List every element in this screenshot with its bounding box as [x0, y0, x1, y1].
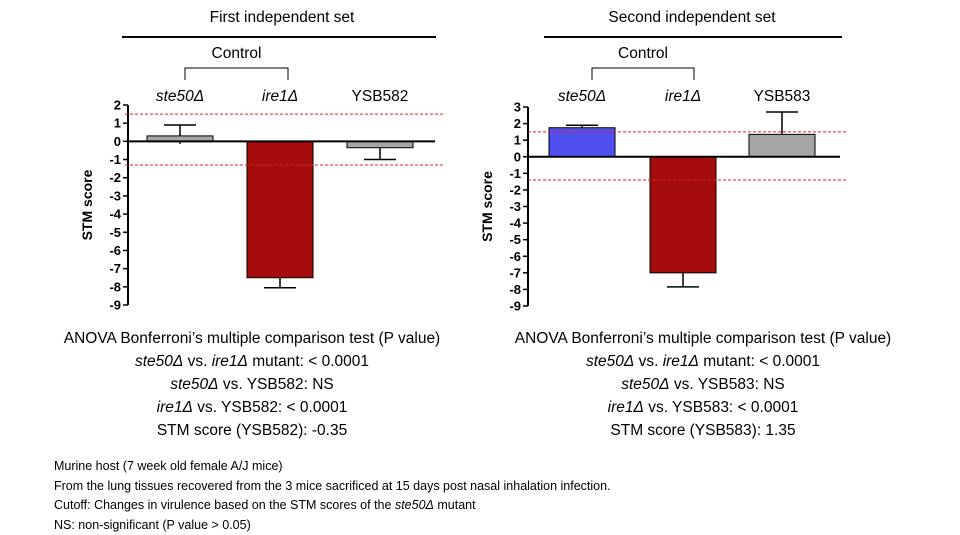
y-axis-label: STM score [79, 169, 95, 240]
stats-first-set: ANOVA Bonferroni’s multiple comparison t… [22, 327, 482, 442]
control-label: Control [212, 45, 262, 62]
y-tick-label: 0 [514, 149, 521, 164]
y-tick-label: -2 [509, 182, 521, 197]
stats-text: mutant: < 0.0001 [247, 353, 370, 370]
stats-line-2: ste50Δ vs. YSB582: NS [22, 373, 482, 396]
stats-line-2: ste50Δ vs. YSB583: NS [473, 373, 933, 396]
note-text: mutant [433, 498, 476, 512]
y-tick-label: 1 [514, 133, 521, 148]
y-axis-label: STM score [479, 171, 495, 242]
bar [748, 133, 816, 158]
y-tick-label: -9 [509, 299, 521, 314]
note-cutoff: Cutoff: Changes in virulence based on th… [54, 496, 611, 516]
stats-text: mutant: < 0.0001 [698, 353, 821, 370]
y-tick-label: 1 [114, 116, 121, 131]
chart-title: Second independent set [608, 9, 776, 26]
control-bracket [591, 67, 695, 80]
stats-text: vs. YSB582: NS [218, 376, 334, 393]
y-tick-label: -4 [109, 207, 121, 222]
y-tick-label: -6 [109, 243, 121, 258]
stats-heading: ANOVA Bonferroni’s multiple comparison t… [514, 330, 892, 347]
control-bracket [184, 67, 289, 80]
stats-text: vs. [183, 353, 212, 370]
footnotes: Murine host (7 week old female A/J mice)… [54, 457, 611, 535]
stats-text: vs. YSB583: NS [669, 376, 785, 393]
chart-second-set: Second independent set Control ste50Δ ire1Δ… [479, 0, 920, 314]
category-label: ire1Δ [665, 88, 701, 105]
y-tick-label: -8 [109, 279, 121, 294]
y-tick-label: -7 [109, 261, 121, 276]
note-text: Cutoff: Changes in virulence based on th… [54, 498, 395, 512]
stats-second-set: ANOVA Bonferroni’s multiple comparison t… [473, 327, 933, 442]
y-tick-label: -3 [509, 199, 521, 214]
note-strain: ste50Δ [394, 498, 434, 512]
y-tick-label: -4 [509, 216, 521, 231]
stats-strain: ire1Δ [156, 399, 193, 416]
chart-first-set: First independent set Control ste50Δ ire1Δ Y… [40, 0, 480, 313]
stats-strain: ire1Δ [211, 353, 248, 370]
category-label: ire1Δ [262, 88, 298, 105]
stats-heading: ANOVA Bonferroni’s multiple comparison t… [63, 330, 441, 347]
stats-text: vs. YSB583: < 0.0001 [643, 399, 799, 416]
y-tick-label: -3 [109, 188, 121, 203]
category-label: ste50Δ [558, 88, 606, 105]
note-host: Murine host (7 week old female A/J mice) [54, 459, 283, 473]
y-tick-label: -8 [509, 282, 521, 297]
stats-line-1: ste50Δ vs. ire1Δ mutant: < 0.0001 [22, 350, 482, 373]
stats-strain: ire1Δ [607, 399, 644, 416]
y-tick-label: -5 [509, 232, 521, 247]
stats-line-3: ire1Δ vs. YSB583: < 0.0001 [473, 396, 933, 419]
y-tick-label: -9 [109, 298, 121, 313]
chart-second-set-svg: Second independent set Control ste50Δ ire1Δ… [479, 9, 848, 314]
stats-line-3: ire1Δ vs. YSB582: < 0.0001 [22, 396, 482, 419]
bar [649, 156, 717, 274]
y-tick-label: -1 [509, 166, 521, 181]
y-tick-label: -6 [509, 249, 521, 264]
stats-strain: ire1Δ [662, 353, 699, 370]
y-tick-label: -2 [109, 170, 121, 185]
y-tick-label: 2 [114, 98, 121, 113]
stats-text: vs. [634, 353, 663, 370]
stats-line-4: STM score (YSB582): -0.35 [156, 422, 348, 439]
control-label: Control [618, 45, 668, 62]
stats-strain: ste50Δ [170, 376, 219, 393]
y-tick-label: -1 [109, 152, 121, 167]
chart-first-set-svg: First independent set Control ste50Δ ire1Δ Y… [79, 9, 443, 313]
category-label: YSB582 [352, 88, 409, 105]
y-tick-label: -5 [109, 225, 121, 240]
bar [246, 140, 314, 279]
note-ns: NS: non-significant (P value > 0.05) [54, 517, 251, 532]
stats-strain: ste50Δ [134, 353, 184, 370]
stats-text: vs. YSB582: < 0.0001 [192, 399, 348, 416]
stats-strain: ste50Δ [621, 376, 670, 393]
stats-line-1: ste50Δ vs. ire1Δ mutant: < 0.0001 [473, 350, 933, 373]
category-label: ste50Δ [156, 88, 204, 105]
category-label: YSB583 [754, 88, 811, 105]
note-source: From the lung tissues recovered from the… [54, 478, 611, 493]
stats-strain: ste50Δ [585, 353, 635, 370]
stats-line-4: STM score (YSB583): 1.35 [610, 422, 796, 439]
y-tick-label: 3 [514, 100, 521, 115]
y-tick-label: -7 [509, 265, 521, 280]
y-tick-label: 2 [514, 116, 521, 131]
y-tick-label: 0 [114, 134, 121, 149]
chart-title: First independent set [210, 9, 355, 26]
